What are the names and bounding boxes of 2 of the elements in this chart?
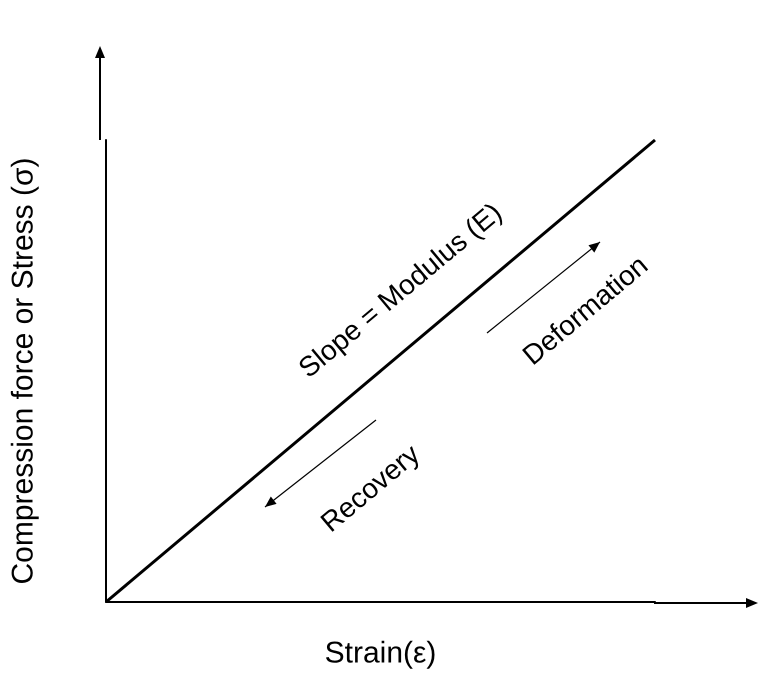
- y-axis-title: Compression force or Stress (σ): [6, 158, 40, 584]
- x-axis-title: Strain(ε): [324, 636, 436, 670]
